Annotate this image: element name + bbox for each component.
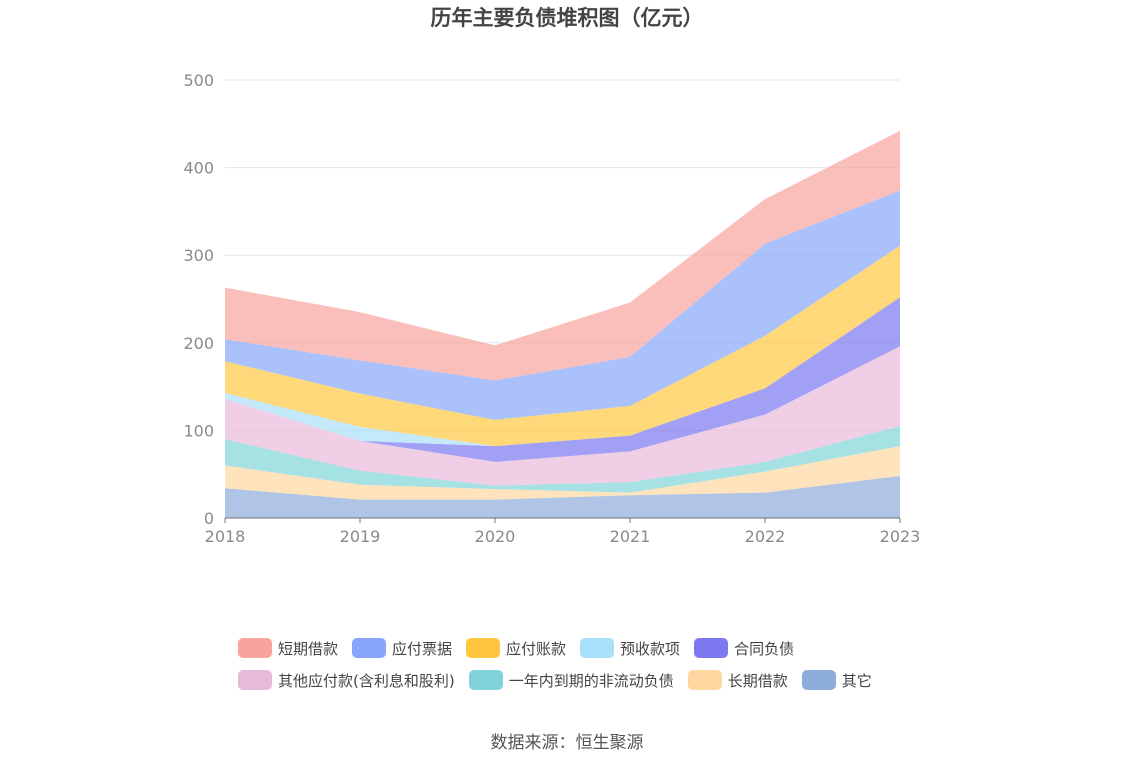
legend-row-2: 其他应付款(含利息和股利) 一年内到期的非流动负债 长期借款 其它 xyxy=(238,664,918,696)
legend-label: 短期借款 xyxy=(278,639,339,658)
y-tick-label: 500 xyxy=(183,71,214,90)
legend-item-accounts-payable[interactable]: 应付账款 xyxy=(466,638,566,659)
legend-swatch xyxy=(238,670,272,690)
y-tick-label: 100 xyxy=(183,421,214,440)
legend-label: 其它 xyxy=(841,671,872,690)
legend-label: 应付票据 xyxy=(392,639,453,658)
legend-item-advance-receipts[interactable]: 预收款项 xyxy=(580,638,680,659)
legend-item-other-payables[interactable]: 其他应付款(含利息和股利) xyxy=(238,670,455,691)
area-series xyxy=(225,346,900,486)
legend-label: 其他应付款(含利息和股利) xyxy=(278,671,455,690)
y-tick-label: 0 xyxy=(204,509,214,528)
area-series xyxy=(225,475,900,518)
y-tick-label: 200 xyxy=(183,334,214,353)
data-source: 数据来源：恒生聚源 xyxy=(490,733,644,753)
area-series xyxy=(225,190,900,420)
legend-swatch xyxy=(687,670,722,690)
x-tick-label: 2023 xyxy=(880,527,921,546)
stacked-area-chart: 0 100 200 300 400 500 2018 2019 2020 2021 2022 2023 xyxy=(183,71,921,546)
legend-row-1: 短期借款 应付票据 应付账款 预收款项 合同负债 xyxy=(238,632,918,664)
legend-label: 一年内到期的非流动负债 xyxy=(508,671,674,690)
legend-item-current-noncurrent-liabilities[interactable]: 一年内到期的非流动负债 xyxy=(468,670,674,691)
x-tick-label: 2019 xyxy=(340,527,381,546)
chart-title: 历年主要负债堆积图（亿元） xyxy=(430,6,704,30)
legend-swatch xyxy=(801,670,836,690)
legend-label: 预收款项 xyxy=(620,639,681,658)
area-series xyxy=(225,426,900,493)
legend-item-notes-payable[interactable]: 应付票据 xyxy=(352,638,452,659)
legend-swatch xyxy=(238,638,272,658)
y-tick-label: 300 xyxy=(183,246,214,265)
legend-swatch xyxy=(352,638,387,658)
legend-swatch xyxy=(468,670,503,690)
area-series xyxy=(225,297,900,462)
legend-item-other[interactable]: 其它 xyxy=(801,670,872,691)
legend-item-long-term-loans[interactable]: 长期借款 xyxy=(687,670,788,691)
area-series xyxy=(225,130,900,381)
y-tick-label: 400 xyxy=(183,159,214,178)
legend-label: 长期借款 xyxy=(727,671,788,690)
legend-label: 应付账款 xyxy=(506,639,567,658)
legend-item-contract-liabilities[interactable]: 合同负债 xyxy=(694,638,794,659)
x-tick-label: 2018 xyxy=(205,527,246,546)
area-series xyxy=(225,446,900,500)
x-tick-label: 2022 xyxy=(745,527,786,546)
legend-swatch xyxy=(580,638,615,658)
x-tick-label: 2021 xyxy=(610,527,651,546)
legend-swatch xyxy=(694,638,729,658)
chart-legend: 短期借款 应付票据 应付账款 预收款项 合同负债 其他应付款(含利息和股利) 一… xyxy=(238,632,918,696)
area-series xyxy=(225,245,900,447)
legend-item-short-term-loans[interactable]: 短期借款 xyxy=(238,638,338,659)
x-tick-label: 2020 xyxy=(475,527,516,546)
legend-swatch xyxy=(466,638,501,658)
legend-label: 合同负债 xyxy=(734,639,795,658)
